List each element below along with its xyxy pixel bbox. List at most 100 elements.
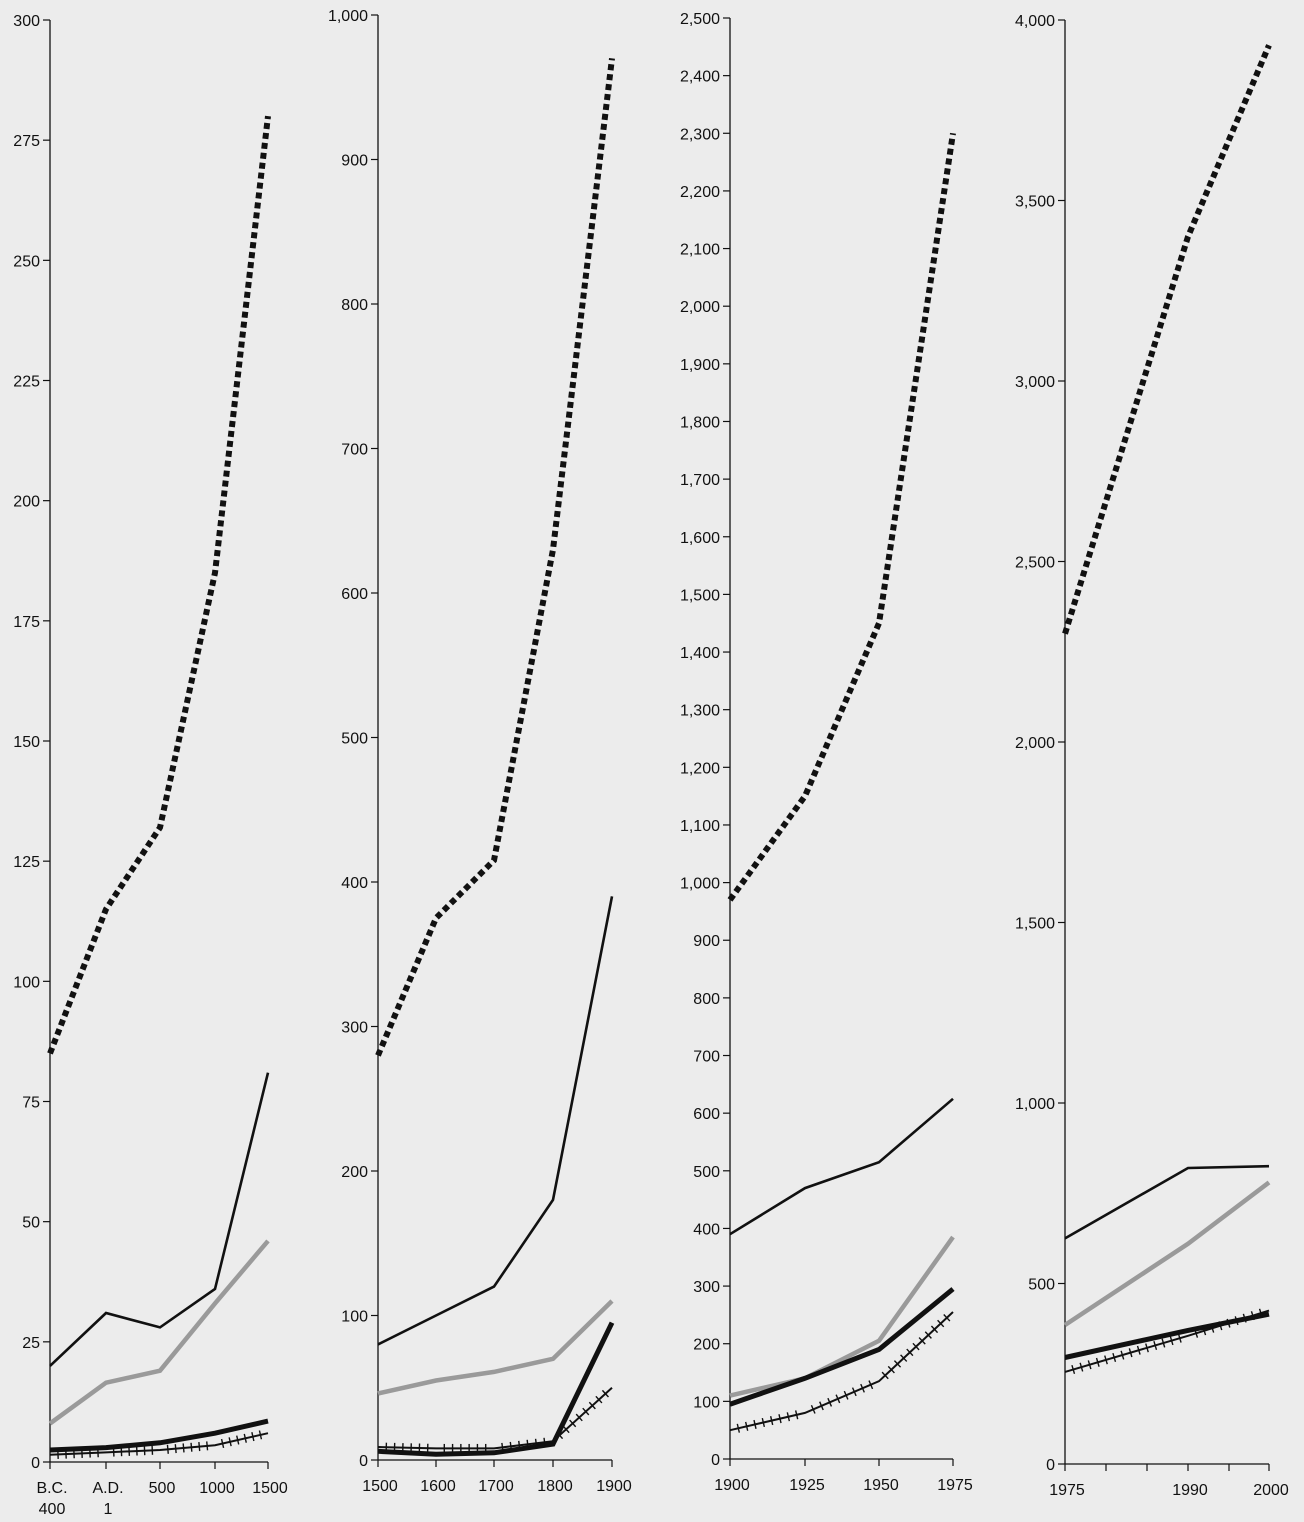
series-hatch-marks [1071, 1308, 1263, 1375]
y-tick-label: 100 [13, 974, 40, 991]
hatch-tick [562, 1425, 570, 1434]
hatch-tick [534, 1438, 538, 1448]
x-tick-label: 400 [39, 1501, 66, 1518]
y-tick-label: 2,100 [680, 242, 720, 259]
hatch-tick [1104, 1355, 1108, 1365]
x-tick-label: 1700 [478, 1478, 514, 1495]
hatch-tick [1112, 1352, 1117, 1363]
hatch-tick [843, 1390, 849, 1400]
x-tick-label: 1990 [1172, 1482, 1208, 1499]
y-tick-label: 0 [711, 1452, 720, 1469]
hatch-tick [1169, 1336, 1174, 1346]
hatch-tick [810, 1404, 816, 1414]
hatch-tick [1218, 1321, 1223, 1331]
hatch-tick [1194, 1328, 1199, 1338]
hatch-tick [881, 1371, 889, 1380]
hatch-tick [1071, 1365, 1076, 1375]
hatch-tick [887, 1365, 895, 1374]
series-line-heavy-black [377, 1321, 615, 1457]
x-tick-label: 2000 [1253, 1482, 1289, 1499]
hatch-tick [827, 1397, 833, 1407]
hatch-tick [1258, 1308, 1263, 1318]
chart-panel-4: 0 500 1,000 1,500 2,000 2,500 3,000 3,500 4,000 1… [1015, 13, 1289, 1499]
hatch-tick [930, 1325, 939, 1334]
hatch-tick [182, 1443, 185, 1453]
y-tick-label: 200 [13, 494, 40, 511]
hatch-tick [912, 1342, 920, 1351]
hatch-tick [1177, 1333, 1182, 1343]
hatch-tick [794, 1410, 799, 1420]
y-tick-label: 1,400 [680, 645, 720, 662]
y-tick-label: 150 [13, 734, 40, 751]
hatch-tick [1095, 1357, 1100, 1367]
hatch-tick [819, 1401, 824, 1411]
y-tick-label: 1,700 [680, 472, 720, 489]
y-tick-label: 2,400 [680, 69, 720, 86]
hatch-tick [761, 1417, 766, 1428]
hatch-tick [1250, 1311, 1255, 1321]
y-tick-label: 900 [693, 933, 720, 950]
series-line-gray [729, 1235, 955, 1398]
series-hatch-marks [57, 1430, 263, 1459]
hatch-tick [868, 1380, 874, 1390]
series-line-thin-black [49, 1072, 270, 1367]
hatch-tick [258, 1430, 263, 1440]
hatch-tick [943, 1314, 951, 1322]
y-tick-label: 125 [13, 854, 40, 871]
series-line-hatched [49, 1432, 269, 1456]
x-tick-label: 1500 [252, 1480, 288, 1497]
y-tick-label: 600 [341, 586, 368, 603]
y-tick-label: 0 [1046, 1457, 1055, 1474]
hatch-tick [860, 1383, 865, 1393]
y-tick-label: 500 [1028, 1277, 1055, 1294]
hatch-tick [900, 1354, 908, 1362]
y-tick-label: 500 [341, 731, 368, 748]
hatch-tick [1226, 1318, 1231, 1328]
hatch-tick [736, 1423, 741, 1433]
y-tick-label: 1,200 [680, 760, 720, 777]
series-line-thin-black [377, 896, 614, 1346]
y-tick-label: 4,000 [1015, 13, 1055, 30]
hatch-tick [543, 1437, 546, 1447]
y-tick-label: 1,000 [680, 876, 720, 893]
hatch-tick [835, 1394, 841, 1404]
hatch-tick [753, 1419, 757, 1429]
series-line-dotted-heavy [47, 115, 271, 1055]
hatch-tick [582, 1407, 590, 1416]
hatch-tick [501, 1442, 504, 1452]
y-tick-label: 900 [341, 153, 368, 170]
y-tick-label: 400 [341, 875, 368, 892]
hatch-tick [1234, 1316, 1239, 1326]
y-tick-label: 50 [22, 1215, 40, 1232]
y-tick-label: 800 [341, 297, 368, 314]
hatch-tick [769, 1416, 774, 1426]
x-tick-label: 1 [104, 1501, 113, 1518]
hatch-tick [509, 1441, 513, 1451]
hatch-tick [893, 1360, 902, 1368]
y-tick-label: 1,300 [680, 703, 720, 720]
hatch-tick [220, 1438, 225, 1449]
y-tick-label: 600 [693, 1106, 720, 1123]
x-tick-label: 500 [149, 1480, 176, 1497]
hatch-tick [251, 1432, 255, 1442]
hatch-tick [166, 1444, 169, 1454]
series-line-thin-black [729, 1097, 954, 1236]
series-line-hatched [1064, 1309, 1270, 1373]
x-tick-label: 1950 [863, 1477, 899, 1494]
hatch-tick [1136, 1345, 1141, 1355]
x-tick-label: 1000 [199, 1480, 235, 1497]
y-tick-label: 2,000 [1015, 735, 1055, 752]
hatch-tick [1120, 1350, 1125, 1360]
y-tick-label: 100 [341, 1309, 368, 1326]
hatch-tick [174, 1444, 177, 1454]
y-tick-label: 1,500 [1015, 916, 1055, 933]
y-tick-label: 75 [22, 1095, 40, 1112]
y-tick-label: 1,500 [680, 587, 720, 604]
hatch-tick [1242, 1313, 1247, 1323]
hatch-tick [601, 1389, 609, 1398]
series-line-hatched [729, 1311, 954, 1432]
y-tick-label: 3,000 [1015, 374, 1055, 391]
hatch-tick [518, 1440, 521, 1450]
y-tick-label: 3,500 [1015, 194, 1055, 211]
